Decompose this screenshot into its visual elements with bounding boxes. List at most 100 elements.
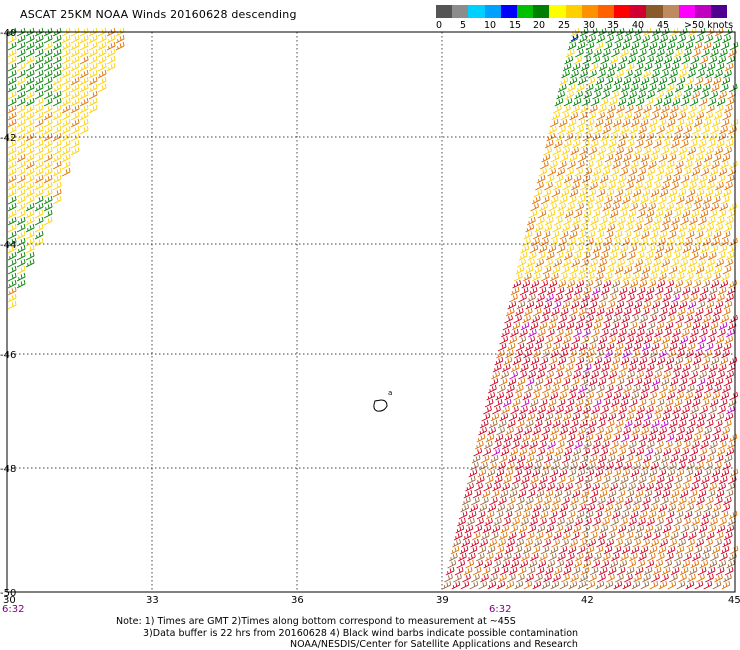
wind-barb (584, 83, 594, 93)
wind-barb (707, 524, 717, 534)
latitude-label: -40 (0, 28, 16, 39)
wind-barb (602, 125, 611, 135)
wind-barb (547, 244, 557, 254)
wind-barb (678, 146, 687, 156)
wind-barb (7, 34, 17, 44)
wind-barb (535, 258, 544, 268)
pass-time-label: 6:32 (2, 604, 24, 615)
wind-barb (729, 237, 738, 247)
wind-barb (644, 174, 654, 184)
wind-barb (52, 132, 62, 142)
wind-barb (538, 398, 548, 408)
legend-swatch (614, 5, 631, 18)
wind-barb (605, 496, 615, 506)
wind-barb (533, 342, 543, 352)
wind-barb (592, 244, 602, 254)
wind-barb (700, 90, 709, 100)
wind-barb (525, 531, 535, 541)
wind-barb (592, 321, 602, 331)
wind-barb (556, 90, 565, 100)
wind-barb (505, 503, 515, 513)
wind-barb (588, 223, 598, 233)
wind-barb (571, 489, 581, 499)
wind-barb (657, 468, 667, 478)
wind-barb (61, 90, 71, 100)
wind-barb (589, 566, 599, 576)
wind-barb (556, 321, 566, 331)
wind-barb (606, 69, 615, 79)
wind-barb (524, 419, 534, 429)
wind-barb (623, 188, 633, 198)
wind-barb (590, 524, 600, 534)
wind-barb (687, 573, 696, 583)
wind-barb (602, 433, 612, 443)
wind-barb (585, 545, 595, 555)
wind-barb (675, 314, 684, 324)
wind-barb (708, 559, 718, 569)
wind-barb (552, 454, 562, 464)
wind-barb (696, 531, 706, 541)
wind-barb (580, 139, 590, 149)
wind-barb (562, 181, 571, 191)
wind-barb (590, 328, 600, 338)
wind-barb (537, 405, 546, 415)
wind-barb (633, 573, 642, 583)
wind-barb (642, 531, 652, 541)
wind-barb (554, 328, 564, 338)
wind-barb (720, 41, 730, 51)
wind-barb (647, 125, 656, 135)
wind-barb (7, 181, 17, 191)
wind-barb (573, 482, 582, 492)
wind-barb (522, 314, 531, 324)
wind-barb (699, 55, 709, 65)
wind-barb (591, 55, 601, 65)
wind-barb (542, 496, 552, 506)
wind-barb (607, 412, 617, 422)
wind-barb (603, 41, 613, 51)
wind-barb (25, 174, 35, 184)
wind-barb (596, 461, 605, 471)
wind-barb (645, 55, 655, 65)
wind-barb (558, 195, 568, 205)
wind-barb (570, 377, 580, 387)
wind-barb (516, 531, 526, 541)
wind-barb (606, 573, 615, 583)
wind-barb (719, 83, 729, 93)
wind-barb (626, 370, 635, 380)
wind-barb (714, 454, 724, 464)
wind-barb (523, 503, 533, 513)
wind-barb (615, 573, 624, 583)
wind-barb (632, 342, 642, 352)
wind-barb (694, 426, 703, 436)
wind-barb (505, 307, 515, 317)
wind-barb (691, 48, 701, 58)
wind-barb (548, 279, 558, 289)
wind-barb (568, 76, 578, 86)
wind-barb (543, 573, 552, 583)
wind-barb (575, 433, 585, 443)
wind-barb (25, 181, 35, 191)
wind-barb (43, 195, 53, 205)
wind-barb (79, 34, 89, 44)
wind-barb (649, 503, 659, 513)
wind-barb (536, 293, 545, 303)
wind-barb (614, 188, 624, 198)
wind-barb (701, 83, 711, 93)
wind-barb (574, 475, 584, 485)
wind-barb (657, 118, 667, 128)
wind-barb (631, 153, 641, 163)
wind-barb (603, 468, 613, 478)
wind-barb (670, 216, 680, 226)
wind-barb (625, 181, 634, 191)
wind-barb (561, 454, 571, 464)
wind-barb (642, 69, 651, 79)
wind-barb (670, 489, 680, 499)
wind-barb (700, 552, 710, 562)
wind-barb (570, 146, 579, 156)
wind-barb (661, 335, 671, 345)
wind-barb (678, 104, 688, 114)
legend-label: 10 (484, 20, 497, 31)
wind-barb (514, 580, 524, 590)
wind-barb (557, 356, 567, 366)
wind-barb (657, 314, 666, 324)
